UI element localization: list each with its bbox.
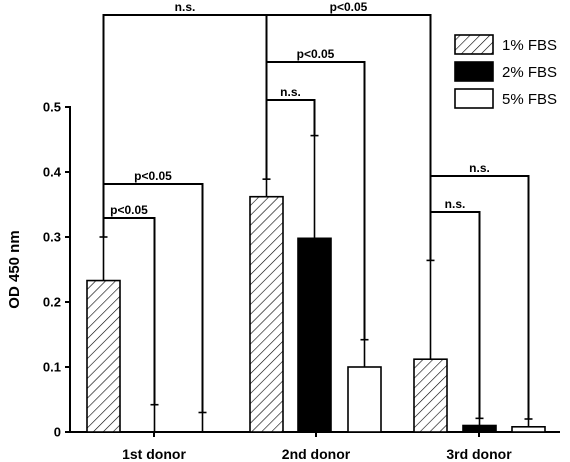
- legend-label-2pct: 2% FBS: [502, 64, 557, 81]
- x-category-label: 2nd donor: [282, 446, 351, 462]
- bar: [297, 237, 332, 433]
- legend-swatch-5pct: [454, 88, 494, 109]
- significance-bracket: [265, 14, 432, 261]
- significance-bracket: [429, 211, 481, 419]
- x-category-labels: 1st donor 2nd donor 3rd donor: [122, 432, 512, 462]
- legend-swatch-2pct: [454, 61, 494, 82]
- significance-label: p<0.05: [110, 203, 148, 217]
- bar: [249, 195, 284, 433]
- significance-label: n.s.: [445, 197, 466, 211]
- y-tick-label: 0.3: [43, 230, 61, 245]
- y-ticks: 0 0.1 0.2 0.3 0.4 0.5: [43, 100, 70, 440]
- y-tick-label: 0: [54, 425, 61, 440]
- significance-brackets: n.s. p<0.05 p<0.05 n.s. p<0.05 p<0.05 n.s. n.s.: [102, 0, 530, 419]
- bar: [511, 425, 546, 433]
- legend: 1% FBS 2% FBS 5% FBS: [454, 34, 557, 109]
- legend-label-1pct: 1% FBS: [502, 37, 557, 54]
- significance-label: n.s.: [280, 85, 301, 99]
- significance-label: p<0.05: [330, 0, 368, 14]
- significance-bracket: [265, 99, 316, 180]
- bar: [462, 424, 497, 433]
- y-tick-label: 0.2: [43, 295, 61, 310]
- significance-label: p<0.05: [297, 47, 335, 61]
- y-tick-label: 0.5: [43, 100, 61, 115]
- x-category-label: 1st donor: [122, 446, 186, 462]
- y-axis-label: OD 450 nm: [6, 230, 23, 308]
- y-tick-label: 0.1: [43, 360, 61, 375]
- significance-label: n.s.: [175, 0, 196, 14]
- legend-label-5pct: 5% FBS: [502, 91, 557, 108]
- y-tick-label: 0.4: [43, 165, 62, 180]
- significance-label: p<0.05: [134, 169, 172, 183]
- significance-bracket: [102, 217, 156, 405]
- bar: [347, 366, 382, 433]
- x-category-label: 3rd donor: [446, 446, 512, 462]
- bar: [86, 279, 121, 433]
- significance-bracket: [102, 183, 204, 413]
- bar: [413, 358, 448, 433]
- bars: [86, 195, 546, 433]
- legend-swatch-1pct: [454, 34, 494, 55]
- significance-label: n.s.: [469, 161, 490, 175]
